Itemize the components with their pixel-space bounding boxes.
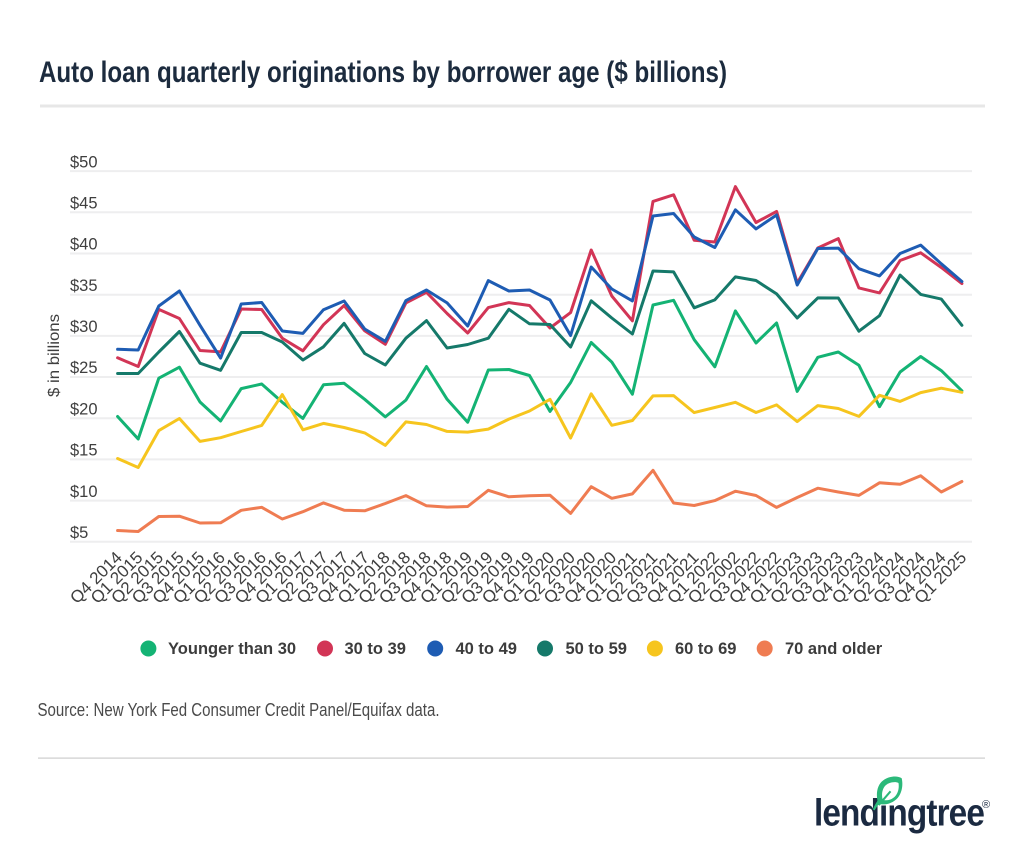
svg-text:$5: $5 bbox=[70, 524, 88, 542]
svg-text:$30: $30 bbox=[70, 318, 98, 336]
svg-text:50 to 59: 50 to 59 bbox=[566, 640, 627, 658]
svg-text:lendingtree: lendingtree bbox=[814, 793, 984, 835]
svg-text:Younger than 30: Younger than 30 bbox=[168, 640, 296, 658]
svg-text:$15: $15 bbox=[70, 442, 98, 460]
svg-text:70 and older: 70 and older bbox=[785, 640, 883, 658]
svg-text:60 to 69: 60 to 69 bbox=[675, 640, 736, 658]
svg-text:Source: New York Fed Consumer: Source: New York Fed Consumer Credit Pan… bbox=[38, 700, 440, 720]
svg-text:$10: $10 bbox=[70, 483, 98, 501]
svg-text:®: ® bbox=[982, 799, 990, 811]
svg-text:$50: $50 bbox=[70, 153, 98, 171]
svg-text:30 to 39: 30 to 39 bbox=[345, 640, 406, 658]
svg-text:40 to 49: 40 to 49 bbox=[456, 640, 517, 658]
svg-text:$25: $25 bbox=[70, 359, 98, 377]
svg-text:Auto loan quarterly originatio: Auto loan quarterly originations by borr… bbox=[39, 56, 727, 89]
svg-text:$ in billions: $ in billions bbox=[46, 314, 63, 397]
svg-text:$20: $20 bbox=[70, 400, 98, 418]
svg-text:$35: $35 bbox=[70, 277, 98, 295]
svg-text:$40: $40 bbox=[70, 236, 98, 254]
svg-text:$45: $45 bbox=[70, 195, 98, 213]
